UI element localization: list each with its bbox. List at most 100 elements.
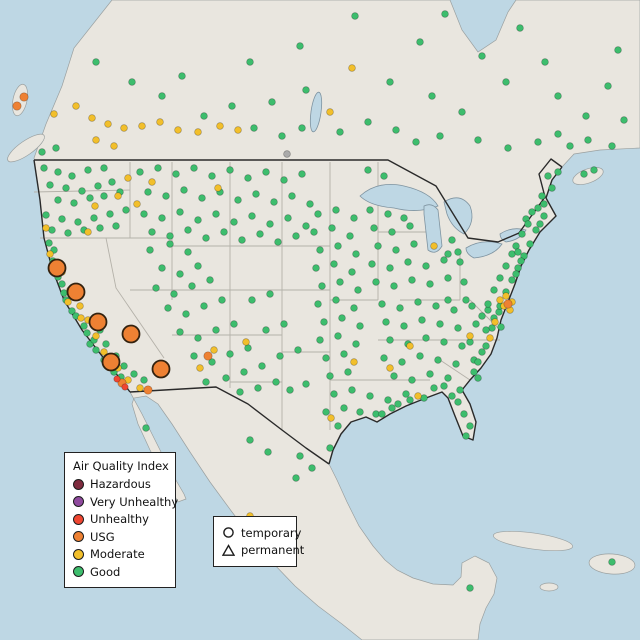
- station-marker[interactable]: [84, 228, 92, 236]
- station-marker[interactable]: [302, 380, 310, 388]
- station-marker[interactable]: [38, 148, 46, 156]
- station-marker[interactable]: [230, 218, 238, 226]
- station-marker[interactable]: [166, 232, 174, 240]
- station-marker[interactable]: [78, 187, 86, 195]
- station-marker[interactable]: [19, 92, 29, 102]
- station-marker[interactable]: [396, 304, 404, 312]
- station-marker[interactable]: [92, 346, 100, 354]
- station-marker[interactable]: [230, 320, 238, 328]
- station-marker[interactable]: [158, 214, 166, 222]
- station-marker[interactable]: [440, 256, 448, 264]
- station-marker[interactable]: [366, 206, 374, 214]
- station-marker[interactable]: [502, 292, 510, 300]
- station-marker[interactable]: [250, 124, 258, 132]
- station-marker[interactable]: [502, 262, 510, 270]
- station-marker[interactable]: [534, 204, 542, 212]
- station-marker[interactable]: [540, 212, 548, 220]
- station-marker[interactable]: [478, 312, 486, 320]
- station-marker[interactable]: [47, 258, 67, 278]
- station-marker[interactable]: [140, 376, 148, 384]
- station-marker[interactable]: [582, 112, 590, 120]
- station-marker[interactable]: [352, 250, 360, 258]
- station-marker[interactable]: [174, 126, 182, 134]
- station-marker[interactable]: [554, 92, 562, 100]
- station-marker[interactable]: [503, 299, 513, 309]
- station-marker[interactable]: [184, 248, 192, 256]
- station-marker[interactable]: [528, 208, 536, 216]
- station-marker[interactable]: [456, 258, 464, 266]
- station-marker[interactable]: [348, 64, 356, 72]
- station-marker[interactable]: [366, 392, 374, 400]
- station-marker[interactable]: [426, 370, 434, 378]
- station-marker[interactable]: [466, 422, 474, 430]
- station-marker[interactable]: [541, 58, 549, 66]
- station-marker[interactable]: [162, 192, 170, 200]
- station-marker[interactable]: [143, 385, 153, 395]
- station-marker[interactable]: [292, 232, 300, 240]
- station-marker[interactable]: [294, 346, 302, 354]
- station-marker[interactable]: [398, 358, 406, 366]
- station-marker[interactable]: [194, 334, 202, 342]
- station-marker[interactable]: [122, 206, 130, 214]
- station-marker[interactable]: [110, 142, 118, 150]
- station-marker[interactable]: [208, 358, 216, 366]
- station-marker[interactable]: [124, 174, 132, 182]
- station-marker[interactable]: [234, 196, 242, 204]
- station-marker[interactable]: [146, 246, 154, 254]
- station-marker[interactable]: [158, 264, 166, 272]
- station-marker[interactable]: [340, 404, 348, 412]
- station-marker[interactable]: [133, 200, 141, 208]
- station-marker[interactable]: [466, 332, 474, 340]
- station-marker[interactable]: [504, 144, 512, 152]
- station-marker[interactable]: [370, 224, 378, 232]
- station-marker[interactable]: [454, 248, 462, 256]
- station-marker[interactable]: [448, 236, 456, 244]
- station-marker[interactable]: [242, 338, 250, 346]
- station-marker[interactable]: [136, 168, 144, 176]
- station-marker[interactable]: [226, 166, 234, 174]
- station-marker[interactable]: [486, 334, 494, 342]
- station-marker[interactable]: [364, 118, 372, 126]
- station-marker[interactable]: [434, 356, 442, 364]
- station-marker[interactable]: [121, 383, 129, 391]
- station-marker[interactable]: [246, 58, 254, 66]
- station-marker[interactable]: [496, 274, 504, 282]
- station-marker[interactable]: [406, 342, 414, 350]
- station-marker[interactable]: [548, 184, 556, 192]
- station-marker[interactable]: [270, 198, 278, 206]
- station-marker[interactable]: [54, 196, 62, 204]
- station-marker[interactable]: [394, 400, 402, 408]
- station-marker[interactable]: [258, 362, 266, 370]
- station-marker[interactable]: [196, 364, 204, 372]
- station-marker[interactable]: [148, 178, 156, 186]
- station-marker[interactable]: [390, 282, 398, 290]
- station-marker[interactable]: [222, 374, 230, 382]
- station-marker[interactable]: [386, 336, 394, 344]
- station-marker[interactable]: [474, 358, 482, 366]
- station-marker[interactable]: [12, 101, 22, 111]
- station-marker[interactable]: [248, 296, 256, 304]
- station-marker[interactable]: [121, 324, 141, 344]
- station-marker[interactable]: [368, 260, 376, 268]
- station-marker[interactable]: [172, 170, 180, 178]
- station-marker[interactable]: [96, 224, 104, 232]
- station-marker[interactable]: [326, 444, 334, 452]
- station-marker[interactable]: [458, 342, 466, 350]
- station-marker[interactable]: [268, 98, 276, 106]
- station-marker[interactable]: [312, 264, 320, 272]
- station-marker[interactable]: [100, 164, 108, 172]
- station-marker[interactable]: [302, 86, 310, 94]
- station-marker[interactable]: [322, 408, 330, 416]
- station-marker[interactable]: [84, 166, 92, 174]
- station-marker[interactable]: [392, 246, 400, 254]
- station-marker[interactable]: [104, 120, 112, 128]
- station-marker[interactable]: [380, 172, 388, 180]
- station-marker[interactable]: [532, 226, 540, 234]
- station-marker[interactable]: [236, 388, 244, 396]
- station-marker[interactable]: [482, 326, 490, 334]
- station-marker[interactable]: [470, 368, 478, 376]
- station-marker[interactable]: [83, 329, 91, 337]
- station-marker[interactable]: [495, 308, 503, 316]
- station-marker[interactable]: [330, 260, 338, 268]
- station-marker[interactable]: [188, 282, 196, 290]
